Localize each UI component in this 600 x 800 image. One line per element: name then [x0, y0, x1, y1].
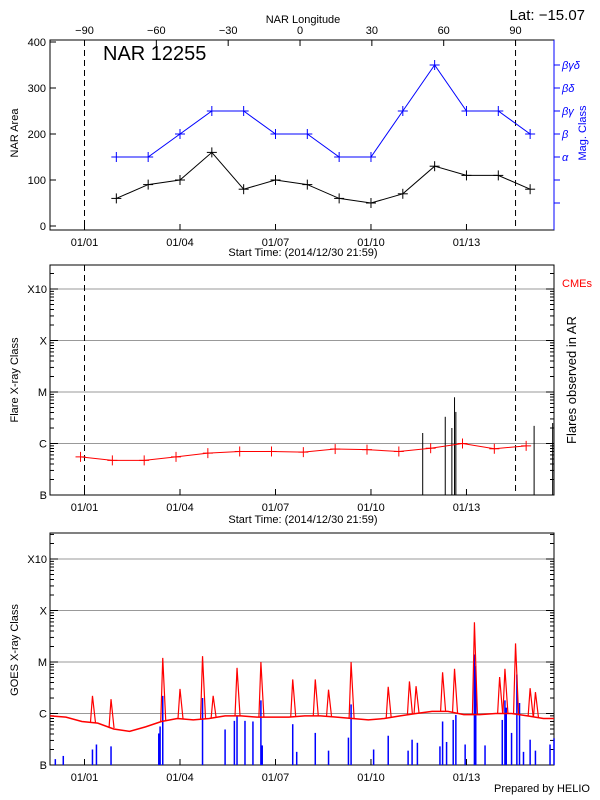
x-tick-label: 01/04 — [166, 502, 194, 514]
goes-long-peak — [89, 695, 97, 723]
x-tick-label: 01/10 — [357, 772, 385, 784]
credit-label: Prepared by HELIO — [494, 783, 590, 795]
x-tick-label: 01/01 — [71, 772, 99, 784]
goes-long-peak — [471, 622, 479, 715]
y-class-label: B — [40, 760, 47, 772]
y-class-label: X — [40, 336, 48, 348]
goes-long-peak — [385, 686, 392, 718]
longitude-axis-label: NAR Longitude — [266, 14, 341, 26]
start-time-label-1: Start Time: (2014/12/30 21:59) — [228, 247, 377, 259]
goes-long-peak — [502, 668, 509, 714]
mag-class-tick-label: β — [561, 129, 569, 141]
y-tick-label: 400 — [28, 37, 46, 49]
y-class-label: M — [38, 387, 47, 399]
y-class-label: C — [39, 439, 47, 451]
mag-class-tick-label: βγδ — [561, 60, 581, 72]
goes-long-peak — [532, 692, 540, 718]
y-class-label: X10 — [27, 554, 47, 566]
x-tick-label: 01/13 — [453, 772, 481, 784]
goes-long-peak — [451, 668, 459, 713]
longitude-tick-label: 30 — [366, 25, 378, 37]
region-title: NAR 12255 — [103, 43, 206, 65]
longitude-tick-label: 60 — [438, 25, 450, 37]
goes-long-peak — [413, 686, 420, 714]
x-tick-label: 01/04 — [166, 772, 194, 784]
x-tick-label: 01/01 — [71, 502, 99, 514]
goes-long-peak — [258, 661, 265, 718]
flares-observed-axis-label: Flares observed in AR — [564, 316, 579, 444]
mag-class-line — [116, 64, 531, 158]
goes-long-peak — [290, 679, 297, 717]
goes-long-peak — [234, 667, 241, 716]
goes-long-line — [49, 710, 554, 733]
area-plot-frame — [49, 39, 555, 231]
x-tick-label: 01/07 — [262, 502, 290, 514]
goes-long-peak — [177, 688, 184, 719]
x-tick-label: 01/01 — [71, 237, 99, 249]
goes-long-peak — [108, 699, 115, 729]
area-line — [116, 151, 531, 204]
x-tick-label: 01/07 — [262, 237, 290, 249]
y-class-label: B — [40, 490, 47, 502]
y-class-label: M — [38, 657, 47, 669]
y-class-label: X10 — [27, 284, 47, 296]
x-tick-label: 01/10 — [357, 502, 385, 514]
mag-class-tick-label: α — [562, 152, 569, 164]
flare-class-axis-label: Flare X-ray Class — [9, 337, 21, 422]
longitude-tick-label: 90 — [509, 25, 521, 37]
x-tick-label: 01/07 — [262, 772, 290, 784]
cmes-legend-label: CMEs — [562, 278, 592, 290]
latitude-label: Lat: −15.07 — [510, 7, 585, 24]
y-tick-label: 300 — [28, 83, 46, 95]
y-tick-label: 200 — [28, 129, 46, 141]
start-time-label-2: Start Time: (2014/12/30 21:59) — [228, 514, 377, 526]
goes-long-peak — [312, 679, 319, 716]
longitude-tick-label: 0 — [297, 25, 303, 37]
goes-long-peak — [210, 695, 217, 718]
longitude-tick-label: −60 — [147, 25, 166, 37]
y-tick-label: 100 — [28, 175, 46, 187]
x-tick-label: 01/13 — [453, 502, 481, 514]
mag-class-tick-label: βγ — [561, 106, 575, 118]
x-tick-label: 01/04 — [166, 237, 194, 249]
x-tick-label: 01/13 — [453, 237, 481, 249]
goes-long-peak — [348, 661, 355, 719]
goes-long-peak — [497, 677, 504, 714]
goes-long-peak — [199, 656, 207, 720]
longitude-tick-label: −30 — [219, 25, 238, 37]
goes-plot-frame — [49, 532, 555, 766]
goes-class-axis-label: GOES X-ray Class — [9, 604, 21, 696]
x-tick-label: 01/10 — [357, 237, 385, 249]
mag-class-tick-label: βδ — [561, 83, 575, 95]
y-class-label: C — [39, 709, 47, 721]
y-class-label: X — [40, 606, 48, 618]
flare-plot-frame — [49, 264, 555, 496]
goes-long-peak — [512, 643, 520, 715]
goes-long-peak — [527, 688, 534, 717]
mag-class-axis-label: Mag. Class — [577, 105, 589, 161]
goes-long-peak — [439, 672, 447, 712]
area-axis-label: NAR Area — [9, 108, 21, 158]
goes-long-peak — [160, 657, 167, 722]
y-tick-label: 0 — [40, 221, 46, 233]
goes-long-peak — [325, 689, 333, 717]
goes-long-peak — [406, 681, 414, 715]
longitude-tick-label: −90 — [75, 25, 94, 37]
